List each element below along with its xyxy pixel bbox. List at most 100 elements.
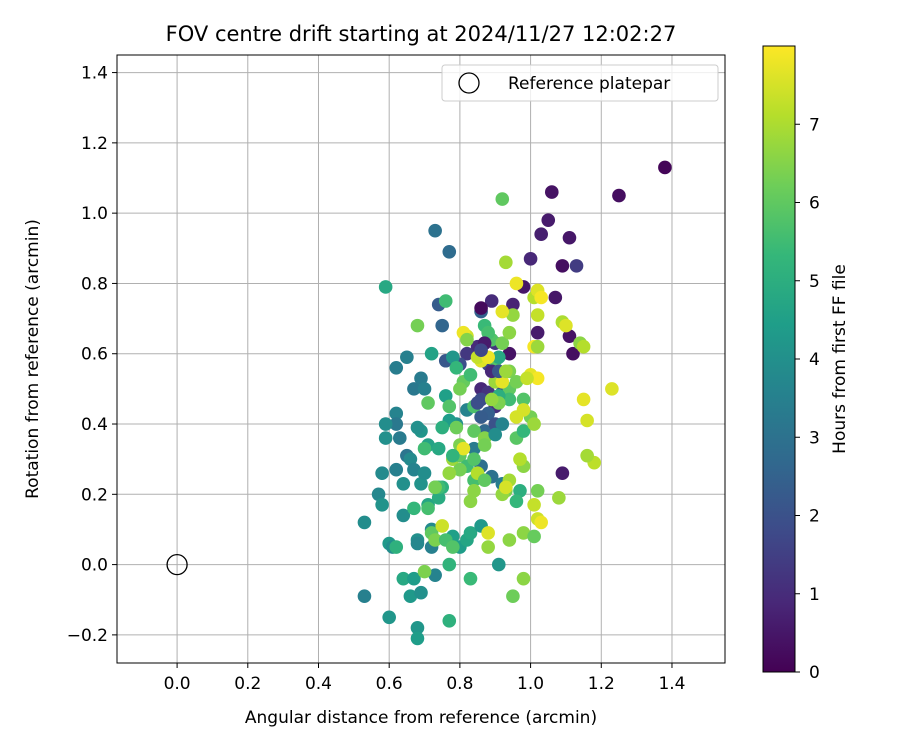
data-point: [580, 448, 594, 463]
data-point: [527, 498, 541, 512]
y-tick-label: 0.0: [81, 556, 108, 576]
data-point: [449, 360, 464, 375]
data-point: [453, 462, 467, 477]
plot-frame: [116, 54, 726, 664]
data-point: [407, 571, 421, 586]
data-point: [467, 424, 481, 438]
data-point: [495, 304, 510, 319]
data-point: [396, 571, 411, 586]
data-point: [442, 557, 457, 572]
legend-box: [441, 64, 719, 102]
colorbar-tick-label: 6: [809, 194, 820, 214]
data-point: [576, 392, 591, 407]
data-point: [410, 621, 425, 635]
y-tick-label: 0.6: [81, 345, 108, 365]
data-point: [389, 540, 404, 554]
data-point: [414, 585, 428, 600]
data-point: [456, 441, 471, 456]
data-point: [375, 498, 389, 512]
data-point: [407, 462, 421, 477]
data-point: [463, 526, 478, 540]
x-tick-label: 0.2: [234, 674, 261, 694]
data-point: [499, 255, 513, 270]
colorbar-gradient: [762, 45, 796, 673]
data-point: [371, 487, 386, 502]
data-point: [449, 420, 464, 435]
data-point: [495, 336, 510, 350]
data-point: [523, 252, 538, 266]
data-point: [516, 571, 531, 586]
data-point: [357, 589, 372, 604]
data-point: [446, 540, 460, 554]
data-point: [566, 346, 580, 361]
data-point: [389, 406, 404, 421]
data-point: [378, 280, 393, 294]
data-point: [438, 389, 453, 403]
data-point: [534, 290, 548, 305]
y-tick-label: 1.4: [81, 64, 108, 84]
data-point: [516, 526, 531, 540]
data-point: [410, 420, 425, 435]
data-point: [506, 308, 520, 322]
data-point: [495, 375, 510, 389]
x-axis-label: Angular distance from reference (arcmin): [245, 708, 597, 728]
data-point: [495, 417, 510, 431]
colorbar-tick-label: 3: [809, 428, 820, 448]
data-point: [417, 382, 432, 396]
data-point: [389, 360, 404, 375]
data-point: [389, 417, 404, 431]
data-point: [428, 568, 442, 582]
data-point: [424, 346, 439, 361]
data-point: [378, 417, 393, 431]
data-point: [580, 413, 594, 428]
data-point: [541, 213, 556, 227]
data-point: [481, 526, 495, 540]
data-point: [400, 350, 414, 365]
data-point: [428, 533, 442, 547]
data-point: [544, 185, 559, 199]
data-point: [477, 473, 492, 488]
data-point: [470, 396, 485, 410]
data-point: [463, 571, 478, 586]
data-point: [428, 480, 442, 495]
data-point: [389, 462, 404, 477]
x-tick-label: 1.0: [517, 674, 544, 694]
y-axis-label: Rotation from reference (arcmin): [23, 219, 43, 499]
data-point: [414, 371, 428, 386]
data-point: [491, 557, 506, 572]
data-point: [396, 508, 411, 523]
data-point: [417, 564, 432, 579]
reference-point-marker: [166, 553, 188, 576]
data-point: [446, 350, 460, 365]
data-point: [569, 259, 584, 273]
data-point: [484, 392, 499, 407]
chart-title: FOV centre drift starting at 2024/11/27 …: [166, 22, 677, 46]
data-point: [516, 424, 531, 438]
legend: Reference platepar: [441, 64, 719, 102]
data-point: [520, 371, 534, 386]
x-tick-label: 0.4: [305, 674, 332, 694]
data-point: [502, 325, 517, 340]
data-point: [378, 431, 393, 445]
data-point: [403, 452, 418, 466]
data-point: [474, 343, 488, 358]
data-point: [502, 392, 517, 407]
data-point: [428, 223, 442, 238]
data-point: [442, 466, 457, 481]
data-point: [509, 494, 524, 509]
y-tick-label: 0.4: [81, 415, 108, 435]
data-point: [513, 483, 527, 498]
y-tick-label: 0.8: [81, 274, 108, 294]
data-point: [488, 427, 503, 442]
data-point: [481, 540, 495, 554]
colorbar-tick-label: 2: [809, 507, 820, 527]
data-point: [431, 491, 446, 505]
data-point: [438, 294, 453, 308]
data-point: [491, 350, 506, 365]
colorbar-label: Hours from first FF file: [830, 264, 850, 454]
data-point: [509, 410, 524, 424]
data-point: [612, 188, 626, 203]
colorbar-tick-label: 4: [809, 350, 820, 370]
y-tick-label: 1.2: [81, 134, 108, 154]
